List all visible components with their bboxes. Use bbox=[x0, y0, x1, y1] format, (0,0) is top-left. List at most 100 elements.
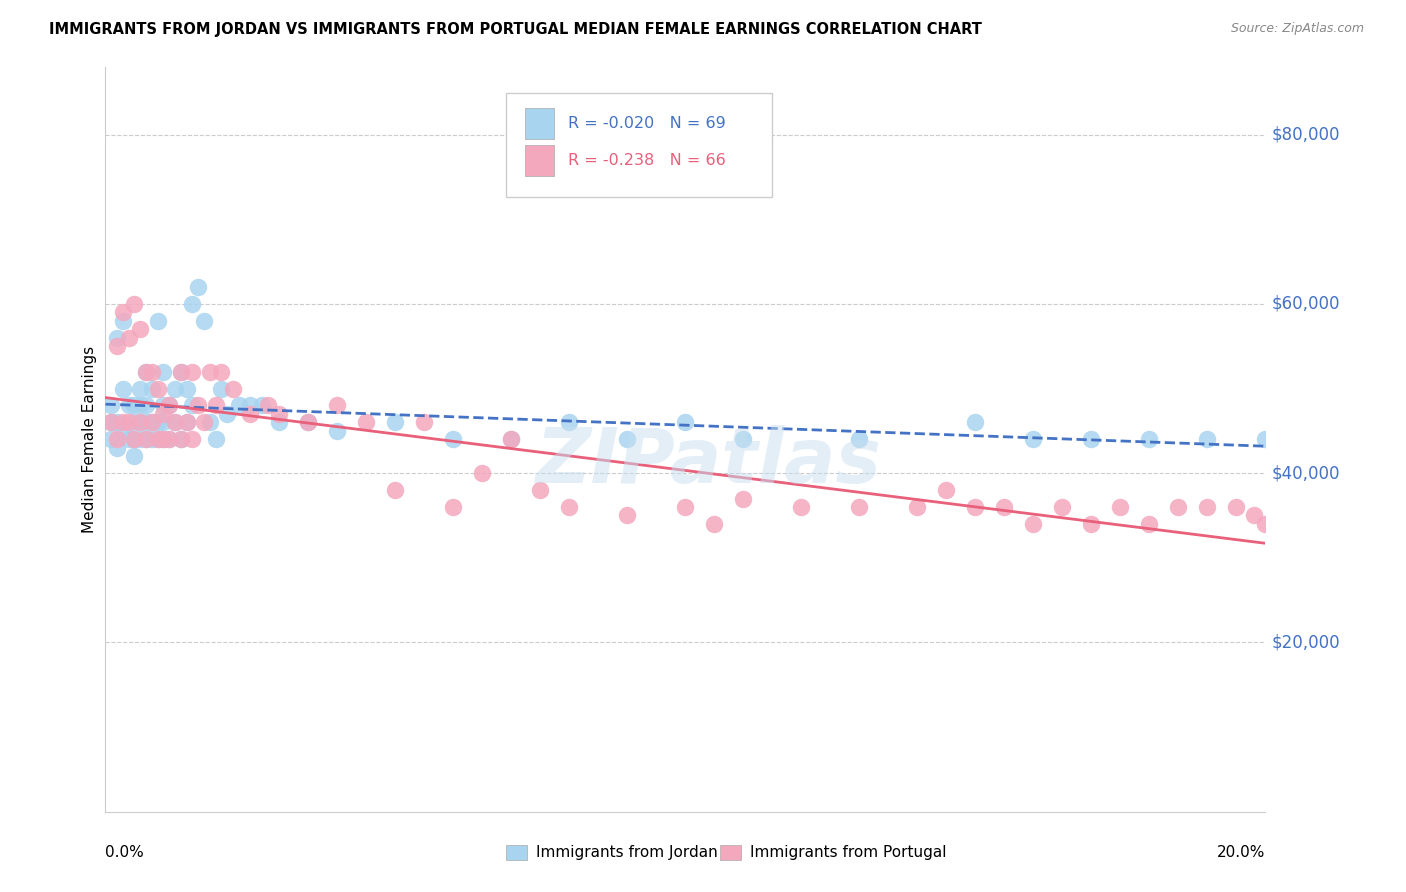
Point bbox=[239, 399, 262, 413]
Point bbox=[1109, 500, 1132, 514]
Point bbox=[965, 500, 987, 514]
Text: Immigrants from Jordan: Immigrants from Jordan bbox=[536, 846, 717, 860]
Point bbox=[211, 382, 233, 396]
Point bbox=[1197, 433, 1219, 447]
Point bbox=[1022, 433, 1045, 447]
Point bbox=[187, 280, 209, 294]
Point bbox=[356, 416, 378, 430]
Point bbox=[181, 399, 204, 413]
Point bbox=[384, 416, 406, 430]
Point bbox=[105, 441, 128, 455]
Point bbox=[118, 416, 141, 430]
Point bbox=[118, 331, 141, 345]
Point bbox=[204, 399, 226, 413]
Point bbox=[1225, 500, 1247, 514]
Point bbox=[141, 416, 163, 430]
Point bbox=[146, 416, 169, 430]
Text: ZIPatlas: ZIPatlas bbox=[536, 425, 882, 499]
Point bbox=[907, 500, 929, 514]
Point bbox=[1080, 433, 1102, 447]
Point bbox=[501, 433, 523, 447]
Point bbox=[124, 433, 146, 447]
Point bbox=[993, 500, 1015, 514]
Point bbox=[217, 407, 239, 421]
Point bbox=[965, 416, 987, 430]
Point bbox=[297, 416, 319, 430]
Point bbox=[441, 433, 464, 447]
Point bbox=[1052, 500, 1074, 514]
Point bbox=[141, 382, 163, 396]
Point bbox=[170, 365, 193, 379]
Text: Source: ZipAtlas.com: Source: ZipAtlas.com bbox=[1230, 22, 1364, 36]
Point bbox=[1243, 508, 1265, 523]
Point bbox=[181, 297, 204, 311]
Point bbox=[441, 500, 464, 514]
Point bbox=[152, 433, 174, 447]
Point bbox=[269, 407, 291, 421]
Point bbox=[170, 365, 193, 379]
Point bbox=[193, 416, 215, 430]
Point bbox=[413, 416, 436, 430]
Point bbox=[1254, 433, 1277, 447]
Point bbox=[193, 314, 215, 328]
Text: R = -0.238   N = 66: R = -0.238 N = 66 bbox=[568, 153, 725, 169]
Point bbox=[471, 466, 494, 480]
Point bbox=[141, 365, 163, 379]
Point bbox=[1139, 433, 1161, 447]
Point bbox=[1254, 516, 1277, 531]
Point bbox=[558, 500, 581, 514]
Point bbox=[100, 433, 122, 447]
Point bbox=[135, 433, 157, 447]
Text: $60,000: $60,000 bbox=[1271, 295, 1340, 313]
Text: R = -0.020   N = 69: R = -0.020 N = 69 bbox=[568, 116, 725, 131]
Point bbox=[297, 416, 319, 430]
Point bbox=[384, 483, 406, 497]
Point bbox=[124, 433, 146, 447]
Point bbox=[250, 399, 273, 413]
Point bbox=[558, 416, 581, 430]
Point bbox=[157, 399, 180, 413]
Point bbox=[181, 433, 204, 447]
FancyBboxPatch shape bbox=[506, 93, 772, 197]
Text: 0.0%: 0.0% bbox=[105, 846, 145, 860]
Point bbox=[100, 416, 122, 430]
Point bbox=[176, 416, 198, 430]
Point bbox=[228, 399, 250, 413]
Point bbox=[146, 433, 169, 447]
Point bbox=[129, 433, 152, 447]
Point bbox=[176, 382, 198, 396]
Point bbox=[157, 433, 180, 447]
Point bbox=[157, 399, 180, 413]
Point bbox=[181, 365, 204, 379]
Point bbox=[129, 416, 152, 430]
Point bbox=[1167, 500, 1189, 514]
Point bbox=[152, 433, 174, 447]
Point bbox=[135, 365, 157, 379]
Point bbox=[111, 416, 134, 430]
Point bbox=[257, 399, 280, 413]
Point bbox=[129, 399, 152, 413]
Point bbox=[105, 339, 128, 353]
Point bbox=[1022, 516, 1045, 531]
Text: IMMIGRANTS FROM JORDAN VS IMMIGRANTS FROM PORTUGAL MEDIAN FEMALE EARNINGS CORREL: IMMIGRANTS FROM JORDAN VS IMMIGRANTS FRO… bbox=[49, 22, 981, 37]
Point bbox=[733, 491, 755, 506]
Text: Immigrants from Portugal: Immigrants from Portugal bbox=[751, 846, 946, 860]
Point bbox=[111, 314, 134, 328]
Point bbox=[675, 416, 697, 430]
Point bbox=[124, 297, 146, 311]
Point bbox=[111, 424, 134, 438]
Point bbox=[146, 433, 169, 447]
Point bbox=[111, 305, 134, 319]
Point bbox=[239, 407, 262, 421]
Point bbox=[111, 382, 134, 396]
Text: 20.0%: 20.0% bbox=[1218, 846, 1265, 860]
Point bbox=[848, 500, 870, 514]
Point bbox=[165, 416, 187, 430]
Point bbox=[848, 433, 870, 447]
Point bbox=[118, 399, 141, 413]
Point bbox=[170, 433, 193, 447]
Point bbox=[124, 449, 146, 463]
Point bbox=[157, 433, 180, 447]
Point bbox=[529, 483, 551, 497]
Point bbox=[1080, 516, 1102, 531]
